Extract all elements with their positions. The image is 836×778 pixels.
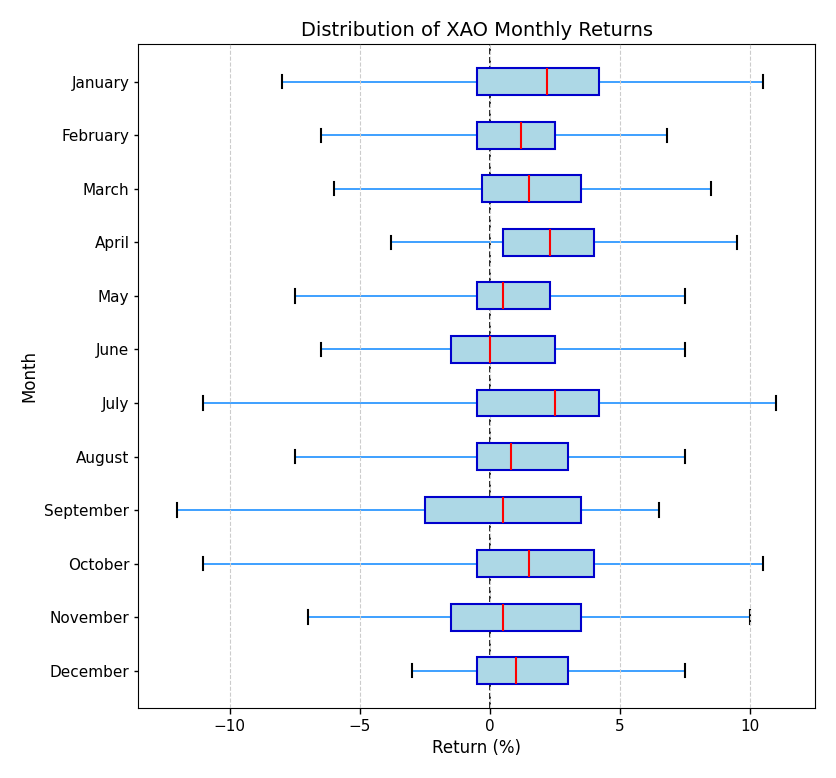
PathPatch shape [477,550,594,577]
Y-axis label: Month: Month [21,350,38,402]
PathPatch shape [451,336,555,363]
PathPatch shape [451,604,581,630]
PathPatch shape [502,229,594,256]
PathPatch shape [477,657,568,684]
PathPatch shape [482,175,581,202]
PathPatch shape [425,496,581,524]
PathPatch shape [477,122,555,149]
PathPatch shape [477,282,550,309]
PathPatch shape [477,390,599,416]
PathPatch shape [477,68,599,95]
X-axis label: Return (%): Return (%) [432,739,522,757]
PathPatch shape [477,443,568,470]
Title: Distribution of XAO Monthly Returns: Distribution of XAO Monthly Returns [301,21,653,40]
